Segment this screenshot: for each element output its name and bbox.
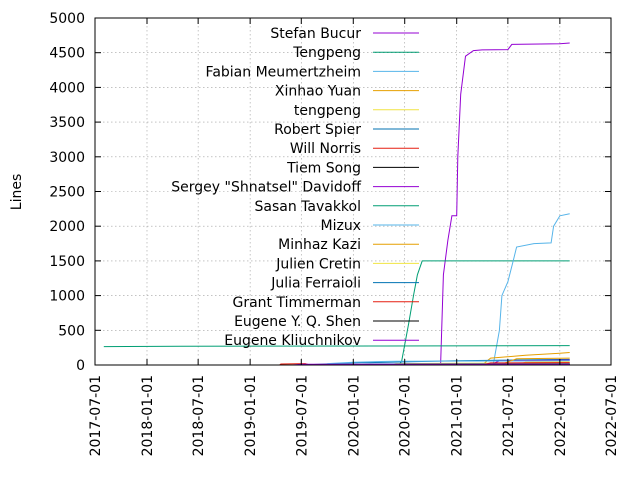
y-tick-label: 2000	[49, 219, 85, 235]
y-tick-label: 1000	[49, 289, 85, 305]
x-tick-label: 2020-07-01	[398, 375, 414, 456]
y-axis: 0 500 1000 1500 2000 2500 3000 3500 4000 4500 5000	[49, 11, 611, 374]
y-tick-label: 5000	[49, 11, 85, 27]
legend-label: Minhaz Kazi	[278, 237, 361, 253]
legend-label: Sergey "Shnatsel" Davidoff	[171, 180, 361, 196]
x-tick-label: 2021-01-01	[450, 375, 466, 456]
series-line	[398, 260, 570, 366]
y-tick-label: 500	[58, 323, 85, 339]
legend-label: Xinhao Yuan	[275, 84, 361, 100]
y-tick-label: 4500	[49, 46, 85, 62]
x-tick-label: 2018-07-01	[191, 375, 207, 456]
series-line	[434, 42, 570, 366]
legend-label: Eugene Kliuchnikov	[224, 333, 361, 349]
y-tick-label: 2500	[49, 185, 85, 201]
x-axis: 2017-07-01 2018-01-01 2018-07-01 2019-01-01…	[88, 18, 620, 456]
x-tick-label: 2020-01-01	[346, 375, 362, 456]
series-line	[327, 360, 570, 365]
legend-label: Sasan Tavakkol	[254, 199, 361, 215]
x-tick-label: 2019-01-01	[243, 375, 259, 456]
series-lines	[103, 42, 570, 366]
x-tick-label: 2022-07-01	[604, 375, 620, 456]
x-tick-label: 2021-07-01	[501, 375, 517, 456]
legend-label: Tengpeng	[292, 45, 361, 61]
legend: Stefan Bucur Tengpeng Fabian Meumertzheim X…	[171, 26, 419, 349]
legend-label: Mizux	[321, 218, 361, 234]
legend-label: Fabian Meumertzheim	[206, 64, 361, 80]
y-axis-label: Lines	[9, 174, 25, 210]
y-tick-label: 4000	[49, 80, 85, 96]
series-line	[492, 213, 570, 366]
legend-label: Will Norris	[290, 141, 361, 157]
x-tick-label: 2017-07-01	[88, 375, 104, 456]
y-tick-label: 3500	[49, 115, 85, 131]
x-tick-label: 2019-07-01	[294, 375, 310, 456]
y-tick-label: 3000	[49, 150, 85, 166]
legend-label: Stefan Bucur	[270, 26, 361, 42]
x-tick-label: 2022-01-01	[553, 375, 569, 456]
legend-label: Julien Cretin	[275, 256, 361, 272]
series-line	[103, 345, 570, 348]
x-tick-label: 2018-01-01	[140, 375, 156, 456]
legend-label: Robert Spier	[274, 122, 361, 138]
legend-label: Tiem Song	[286, 160, 361, 176]
legend-label: tengpeng	[294, 103, 361, 119]
y-tick-label: 0	[76, 358, 85, 374]
y-tick-label: 1500	[49, 254, 85, 270]
legend-label: Eugene Y. Q. Shen	[234, 314, 361, 330]
legend-label: Julia Ferraioli	[270, 276, 361, 292]
legend-label: Grant Timmerman	[233, 295, 362, 311]
